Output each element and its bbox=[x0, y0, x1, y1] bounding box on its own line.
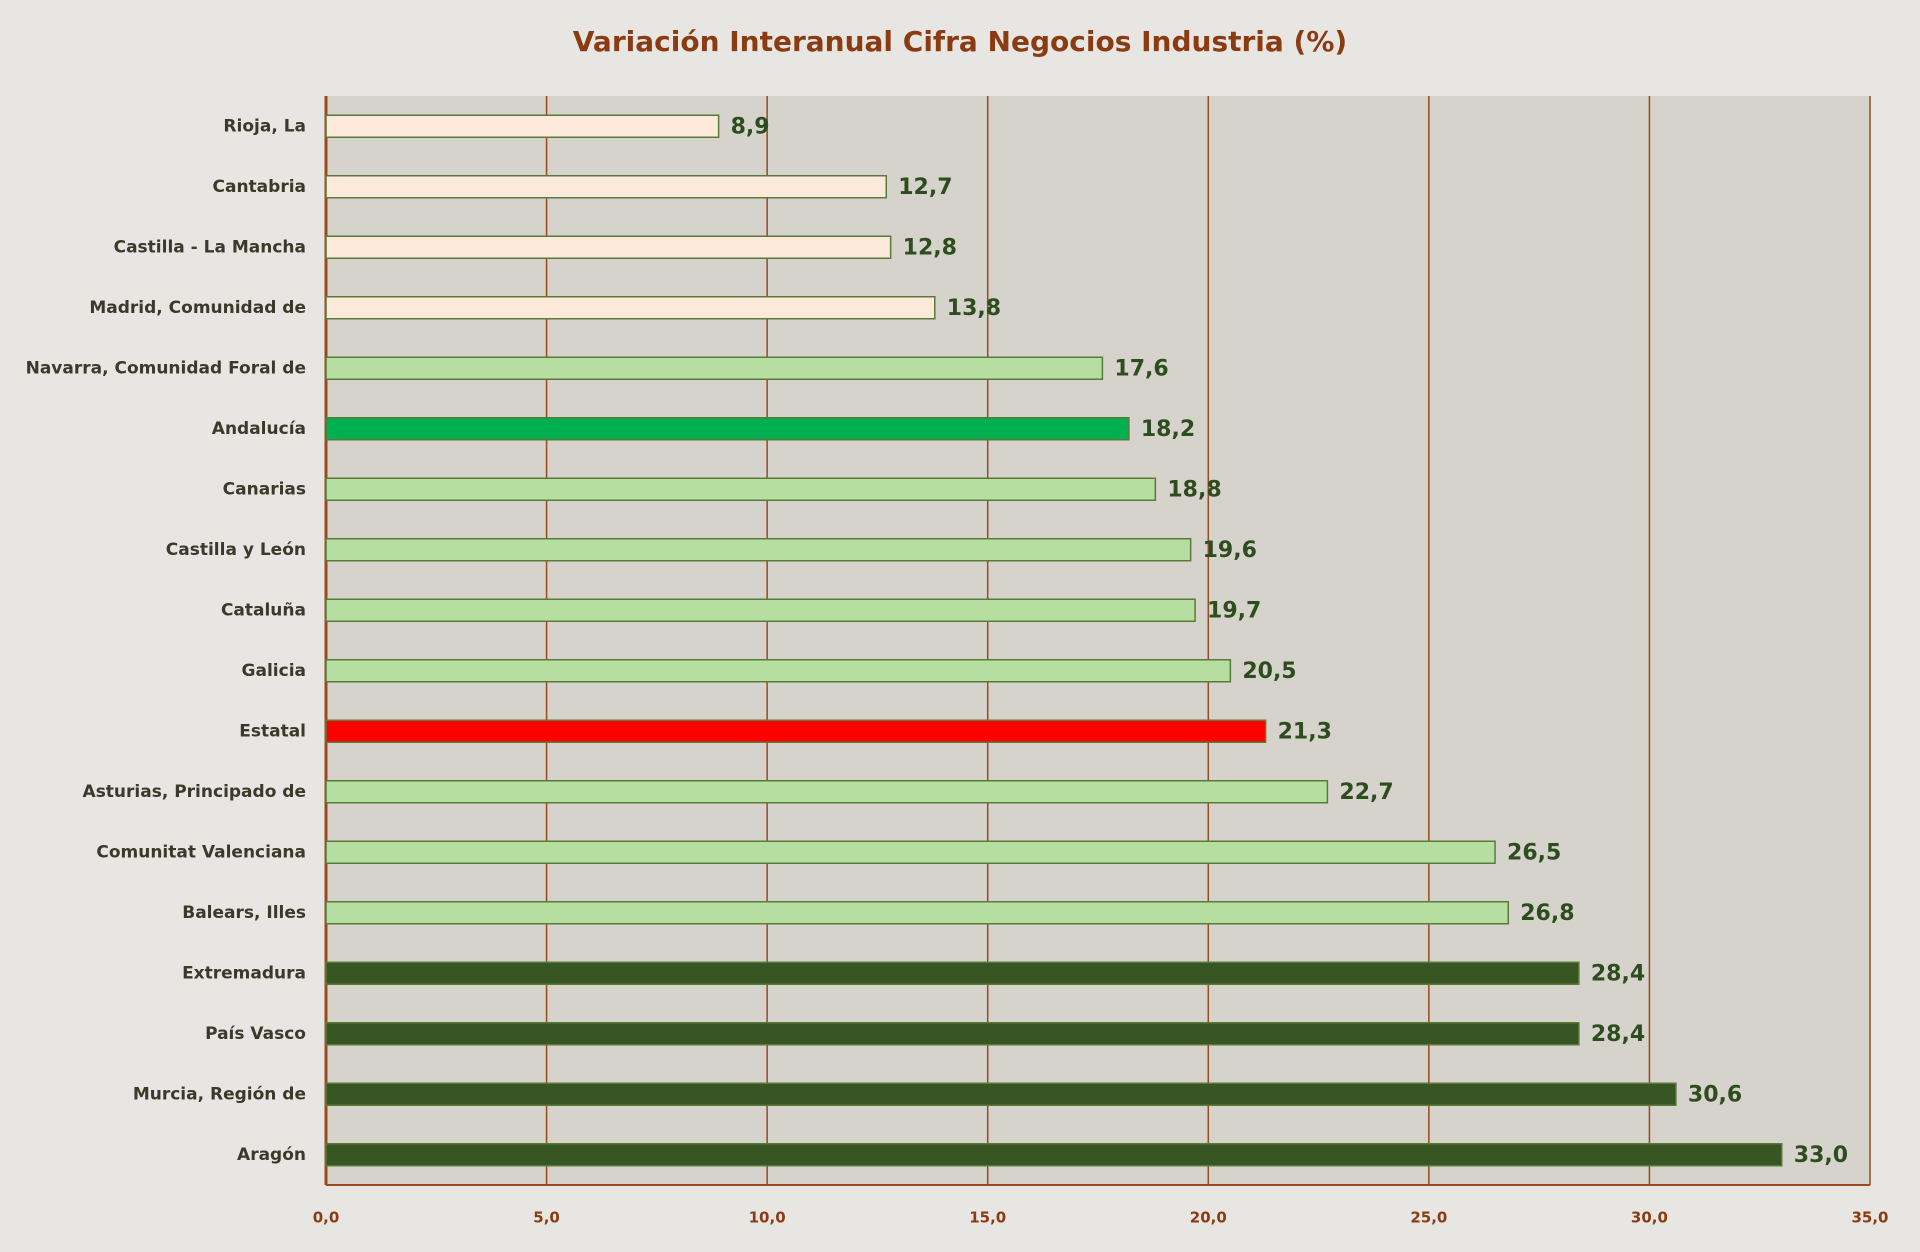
y-tick-label: Cataluña bbox=[221, 600, 306, 620]
value-label: 13,8 bbox=[947, 296, 1001, 321]
value-label: 12,8 bbox=[903, 235, 957, 260]
y-tick-label: Estatal bbox=[239, 721, 306, 741]
bar bbox=[325, 356, 1104, 380]
bar bbox=[325, 598, 1196, 622]
value-label: 18,8 bbox=[1167, 477, 1221, 502]
y-tick-label: Navarra, Comunidad Foral de bbox=[26, 358, 306, 378]
value-label: 12,7 bbox=[898, 175, 952, 200]
x-tick-label: 15,0 bbox=[969, 1209, 1006, 1227]
x-tick-label: 35,0 bbox=[1851, 1209, 1888, 1227]
bar bbox=[325, 296, 936, 320]
value-label: 33,0 bbox=[1794, 1143, 1848, 1168]
y-tick-label: Canarias bbox=[223, 479, 306, 499]
bar bbox=[325, 538, 1192, 562]
y-tick-label: Madrid, Comunidad de bbox=[89, 298, 306, 318]
value-label: 18,2 bbox=[1141, 417, 1195, 442]
value-label: 20,5 bbox=[1242, 659, 1296, 684]
value-label: 21,3 bbox=[1278, 719, 1332, 744]
value-label: 30,6 bbox=[1688, 1082, 1742, 1107]
value-label: 8,9 bbox=[731, 114, 770, 139]
bar bbox=[325, 1143, 1783, 1167]
y-tick-label: Rioja, La bbox=[223, 116, 306, 136]
x-tick-label: 25,0 bbox=[1410, 1209, 1447, 1227]
y-tick-label: Murcia, Región de bbox=[133, 1084, 306, 1104]
y-tick-label: Castilla - La Mancha bbox=[114, 237, 306, 257]
y-tick-label: Cantabria bbox=[213, 177, 307, 197]
bar bbox=[325, 114, 720, 138]
bar bbox=[325, 235, 892, 259]
bar bbox=[325, 840, 1496, 864]
bar bbox=[325, 477, 1157, 501]
x-tick-label: 10,0 bbox=[749, 1209, 786, 1227]
bar bbox=[325, 659, 1232, 683]
y-tick-label: Asturias, Principado de bbox=[83, 782, 306, 802]
x-tick-label: 0,0 bbox=[313, 1209, 340, 1227]
value-label: 19,6 bbox=[1203, 538, 1257, 563]
y-tick-label: Aragón bbox=[237, 1145, 306, 1165]
bar bbox=[325, 417, 1130, 441]
y-tick-label: Comunitat Valenciana bbox=[96, 842, 306, 862]
x-tick-label: 20,0 bbox=[1190, 1209, 1227, 1227]
value-label: 26,5 bbox=[1507, 840, 1561, 865]
x-tick-label: 5,0 bbox=[533, 1209, 560, 1227]
bar bbox=[325, 719, 1267, 743]
bar bbox=[325, 1082, 1677, 1106]
chart-title: Variación Interanual Cifra Negocios Indu… bbox=[573, 25, 1347, 58]
bar bbox=[325, 1022, 1580, 1046]
bar bbox=[325, 901, 1510, 925]
y-tick-label: Balears, Illes bbox=[182, 903, 306, 923]
value-label: 17,6 bbox=[1114, 356, 1168, 381]
bar bbox=[325, 175, 888, 199]
y-tick-label: Galicia bbox=[242, 661, 306, 681]
plot-area bbox=[326, 96, 1870, 1185]
x-tick-label: 30,0 bbox=[1631, 1209, 1668, 1227]
value-label: 22,7 bbox=[1339, 780, 1393, 805]
bar bbox=[325, 961, 1580, 985]
y-tick-label: Castilla y León bbox=[166, 540, 306, 560]
value-label: 28,4 bbox=[1591, 1022, 1645, 1047]
value-label: 19,7 bbox=[1207, 598, 1261, 623]
y-tick-label: Andalucía bbox=[212, 419, 306, 439]
value-label: 26,8 bbox=[1520, 901, 1574, 926]
y-tick-label: País Vasco bbox=[205, 1024, 306, 1044]
bar bbox=[325, 780, 1329, 804]
y-tick-label: Extremadura bbox=[182, 963, 306, 983]
value-label: 28,4 bbox=[1591, 961, 1645, 986]
